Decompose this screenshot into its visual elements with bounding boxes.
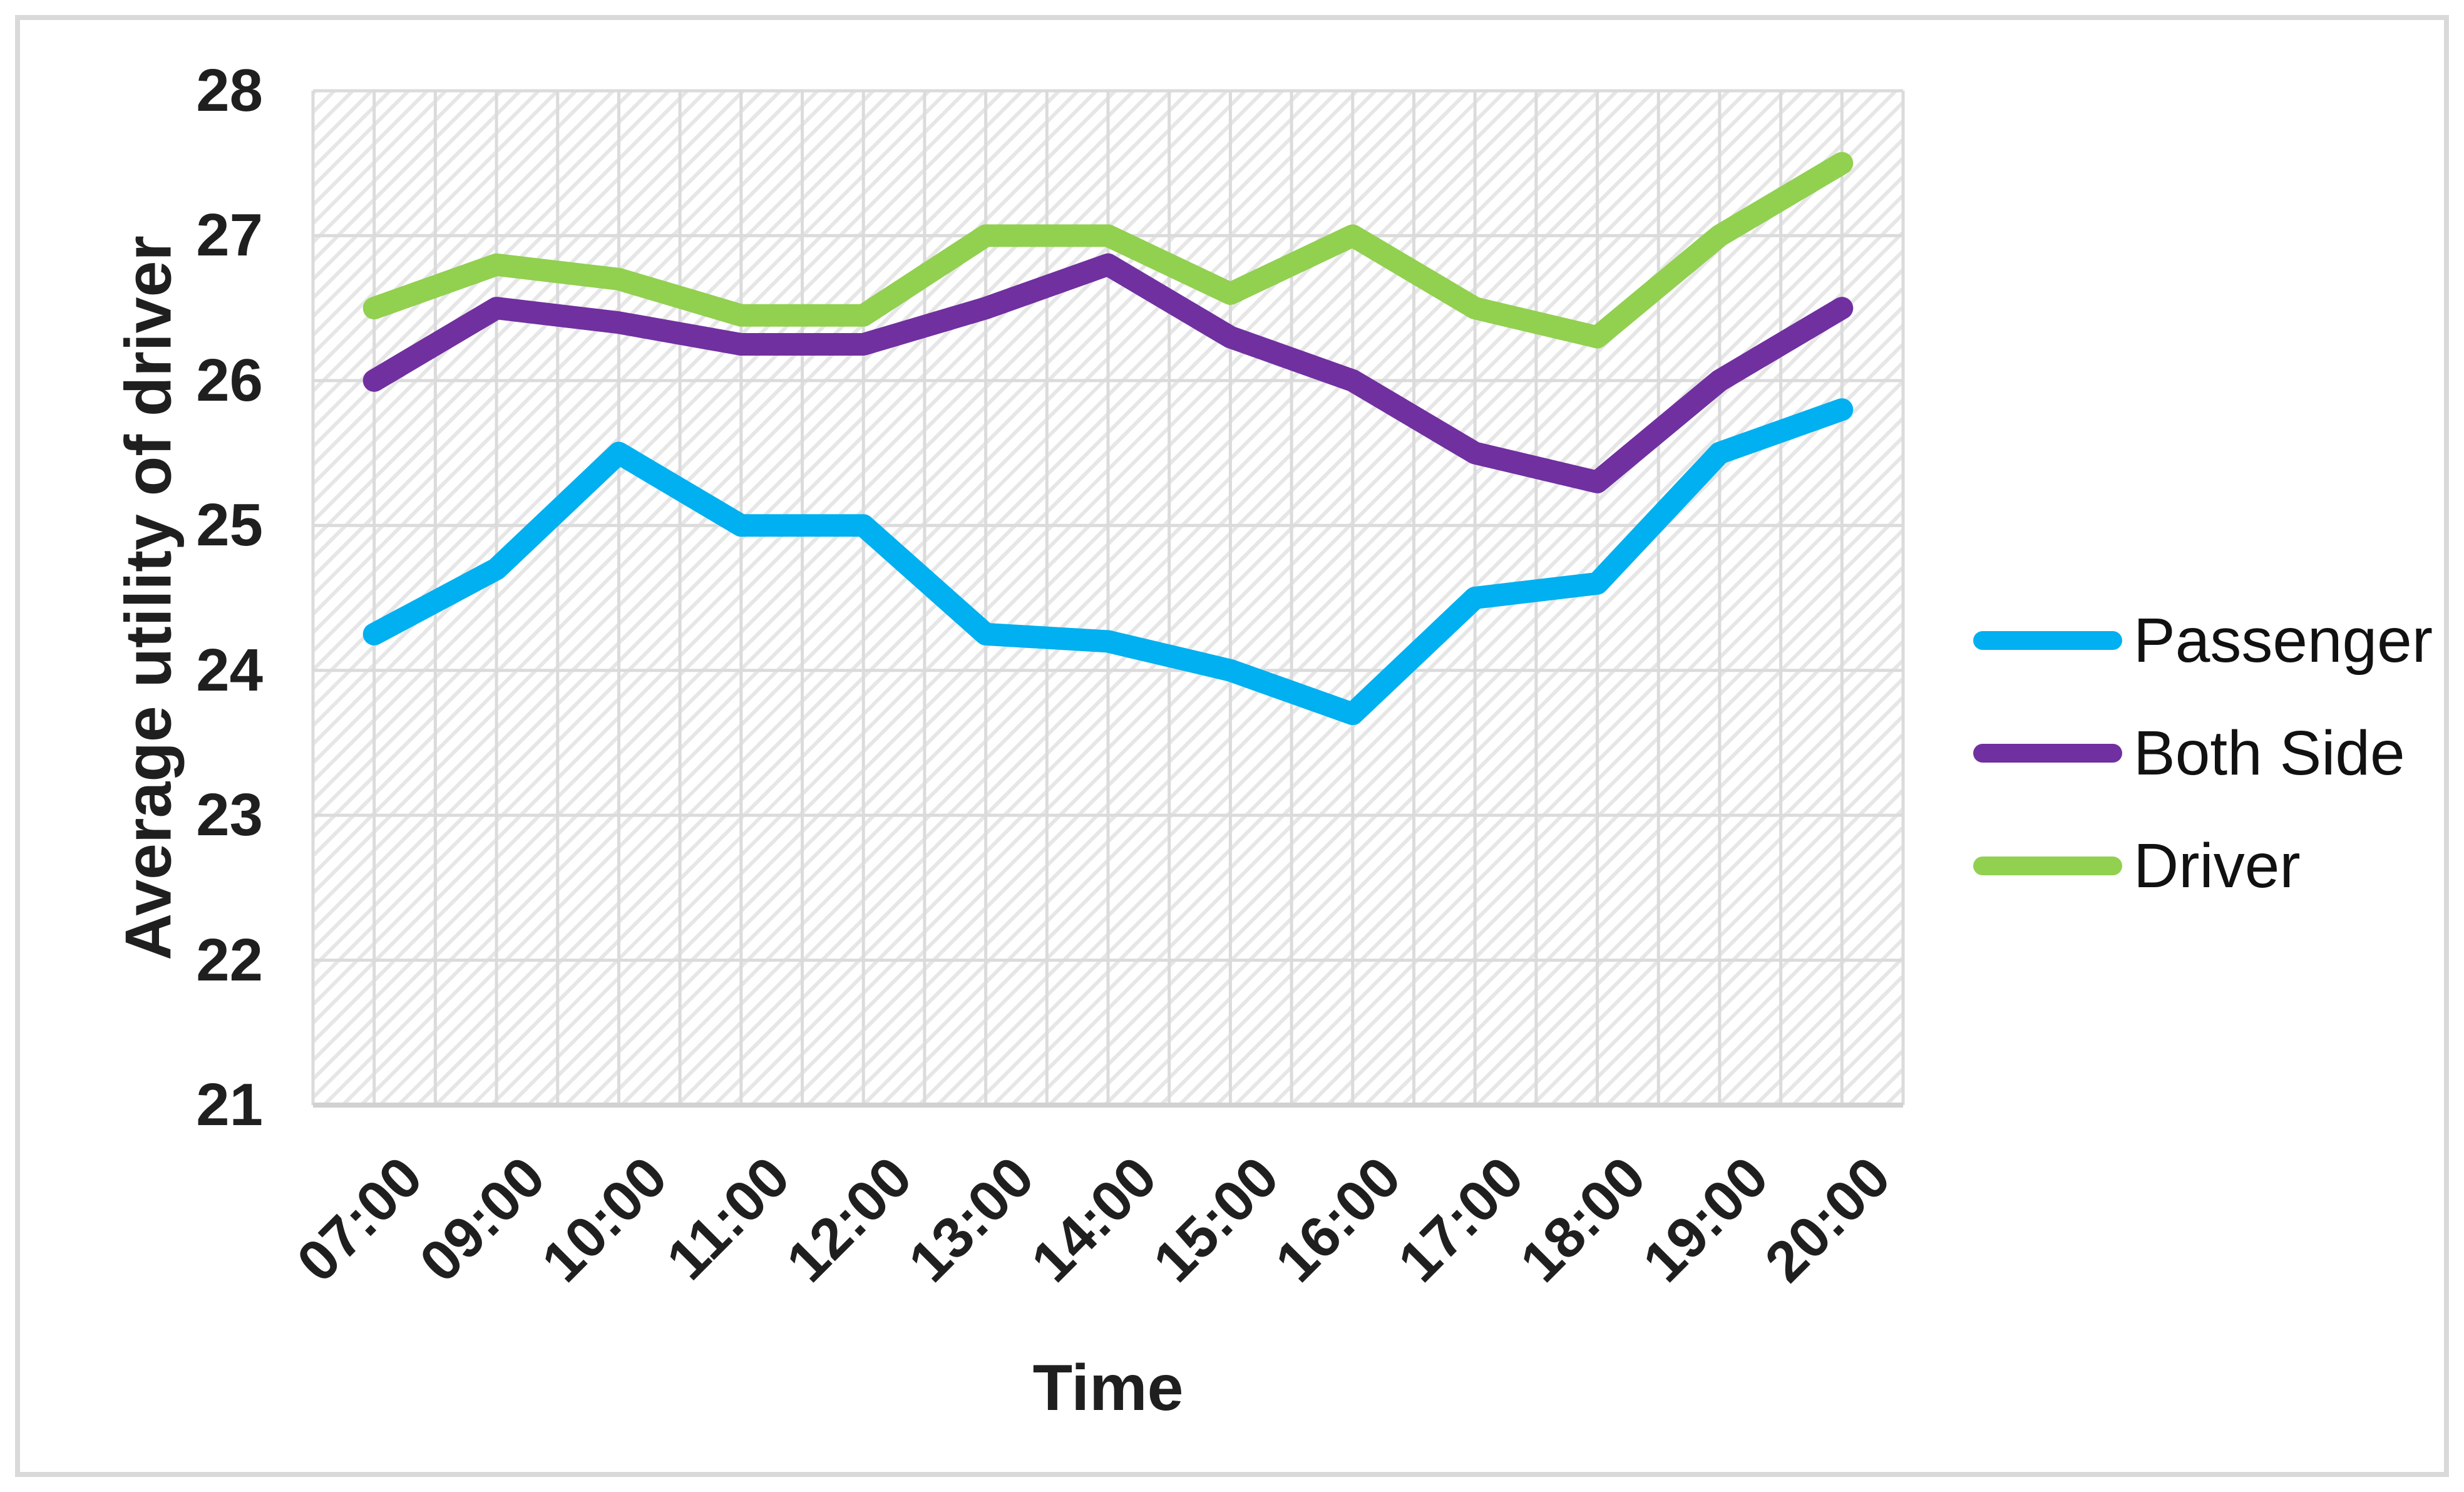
y-tick-label: 24 — [196, 636, 263, 704]
y-axis-title: Average utility of driver — [112, 235, 185, 960]
legend-line-swatch — [1973, 631, 2122, 650]
y-tick-label: 28 — [196, 57, 263, 124]
series-line-driver — [362, 152, 1854, 349]
y-tick-label: 27 — [196, 202, 263, 269]
y-tick-label: 22 — [196, 926, 263, 994]
y-tick-label: 26 — [196, 346, 263, 414]
legend-line-swatch — [1973, 857, 2122, 875]
chart-legend: Passenger Both Side Driver — [1973, 605, 2433, 945]
legend-label: Driver — [2133, 830, 2301, 901]
legend-item-driver: Driver — [1973, 830, 2433, 901]
series-line-passenger — [362, 398, 1854, 726]
legend-item-passenger: Passenger — [1973, 605, 2433, 676]
legend-label: Passenger — [2133, 605, 2433, 676]
legend-label: Both Side — [2133, 718, 2405, 788]
series-line-both-side — [362, 253, 1854, 493]
y-tick-label: 23 — [196, 781, 263, 849]
y-tick-label: 25 — [196, 491, 263, 559]
x-axis-title: Time — [1032, 1352, 1184, 1424]
legend-line-swatch — [1973, 744, 2122, 763]
y-tick-label: 21 — [196, 1071, 263, 1138]
legend-item-both-side: Both Side — [1973, 718, 2433, 788]
